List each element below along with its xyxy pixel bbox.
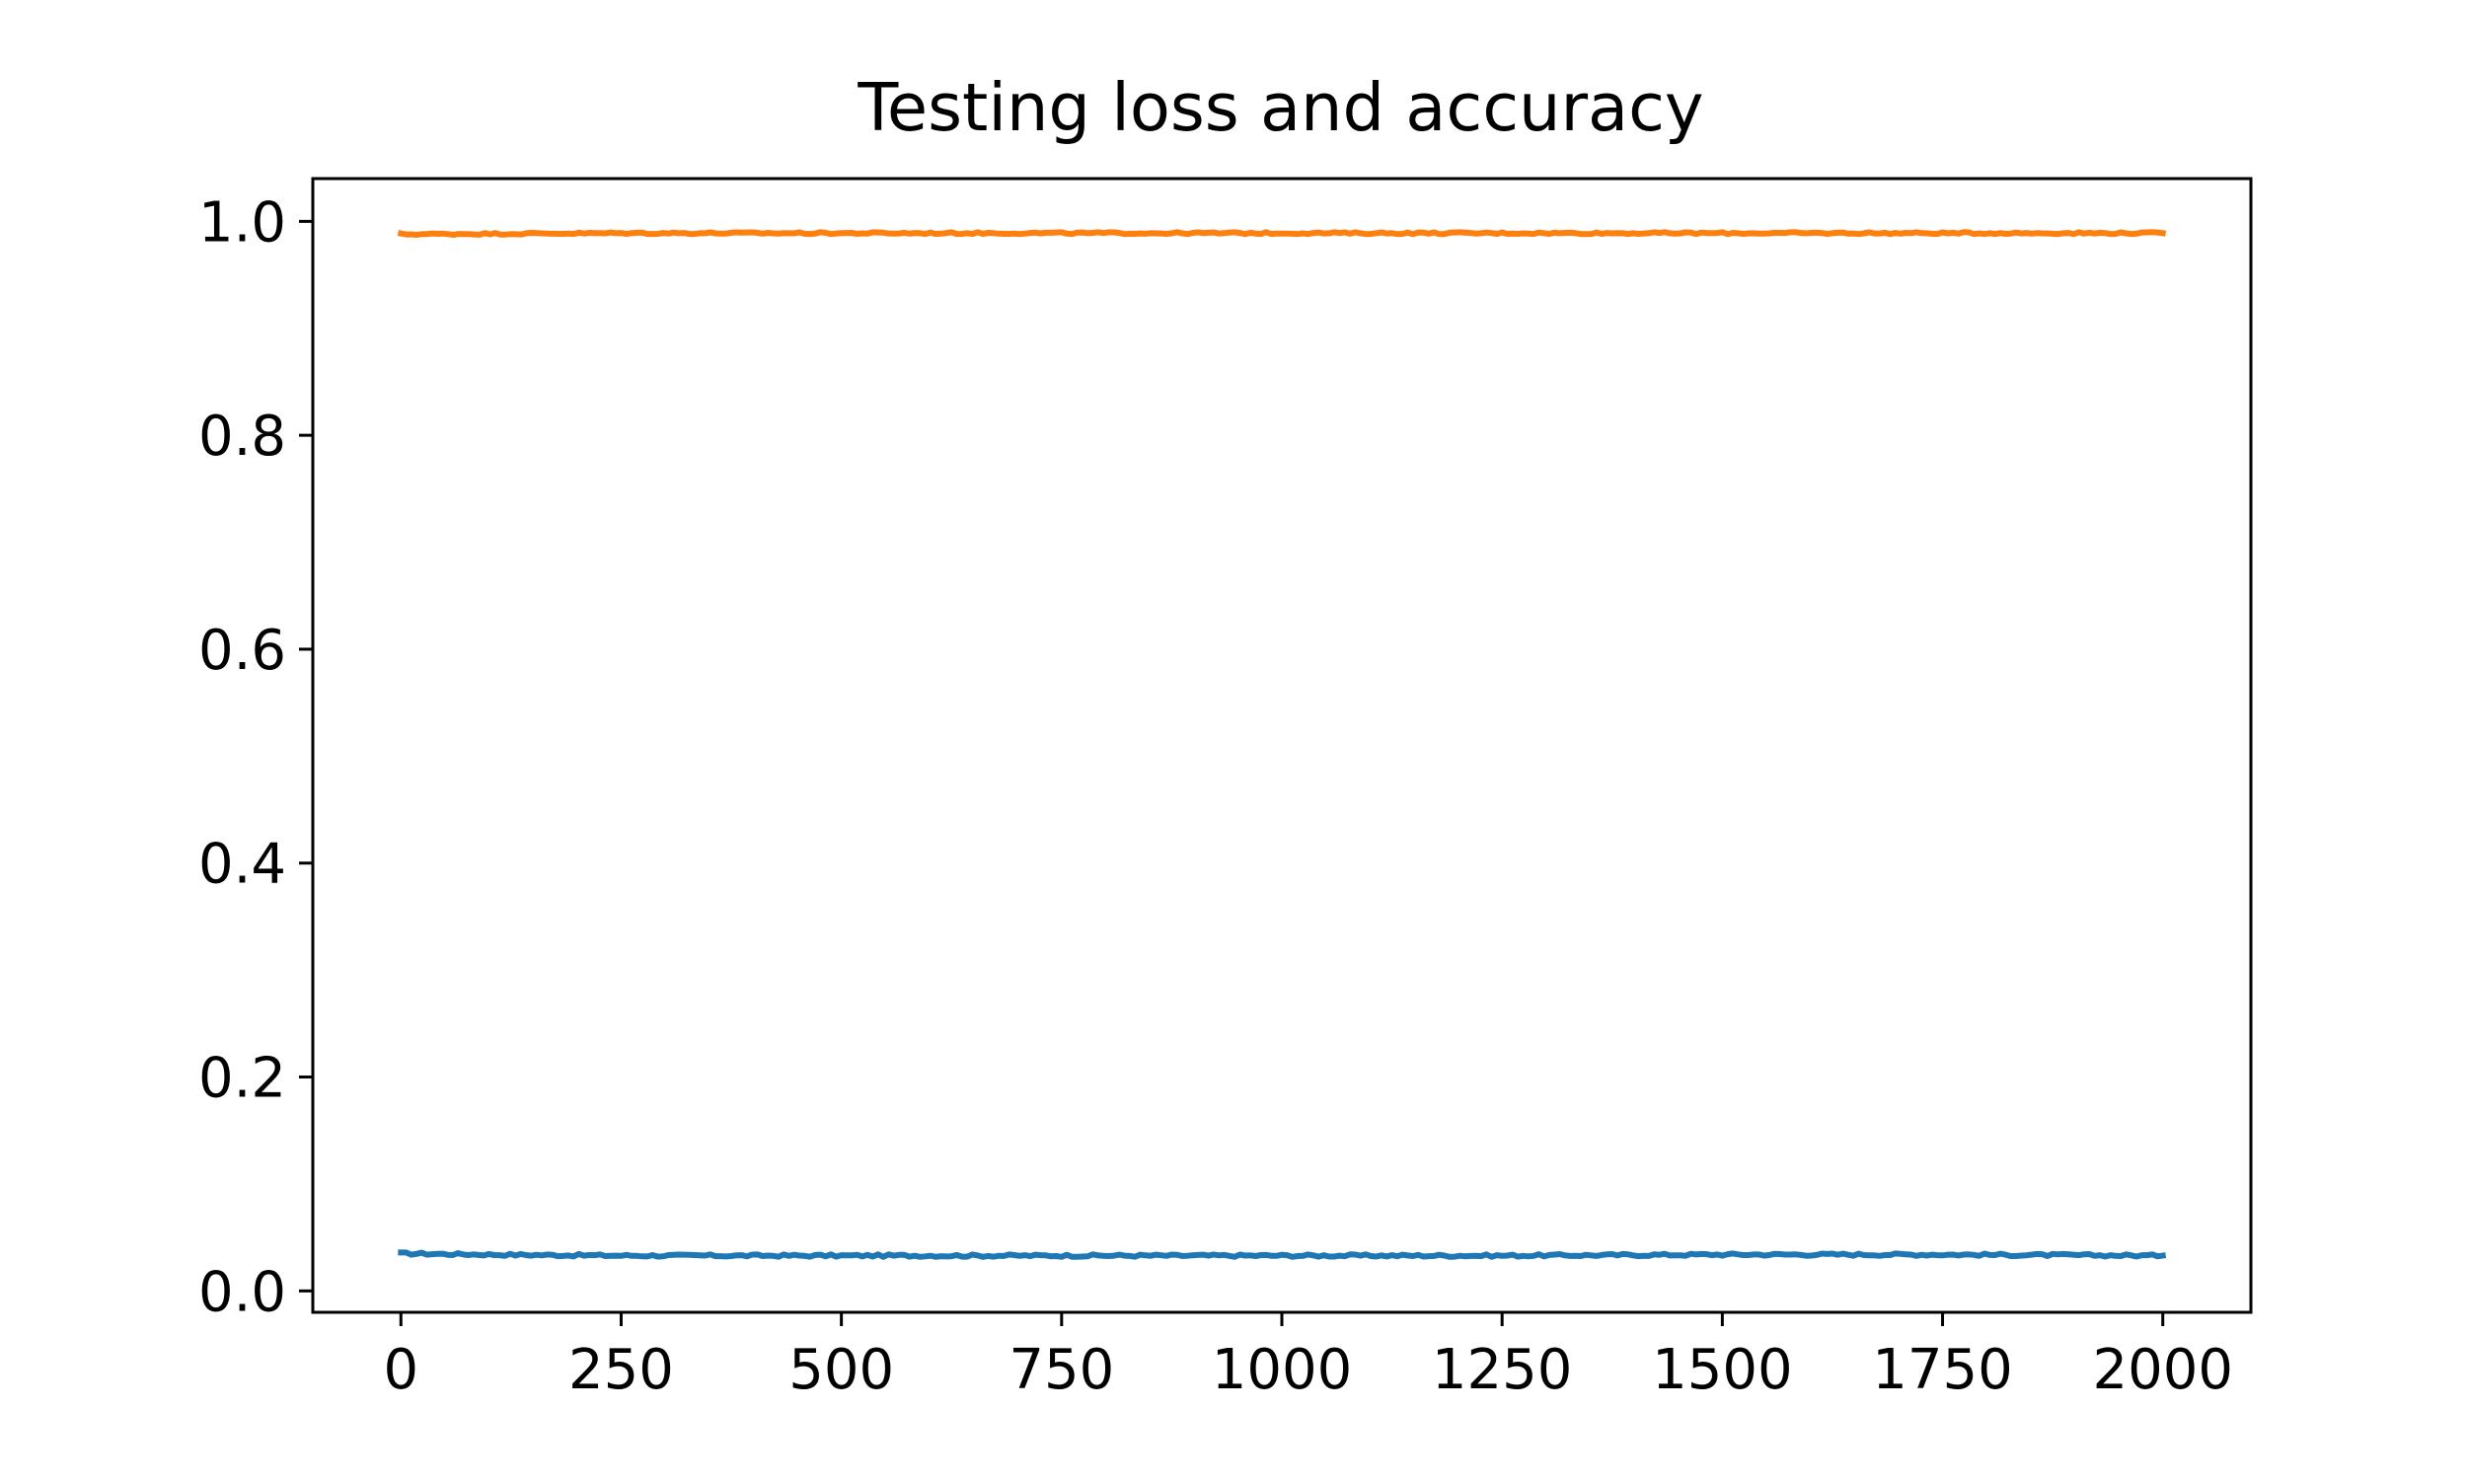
series-line-1 bbox=[398, 1249, 2167, 1260]
series-line-2 bbox=[397, 229, 2167, 238]
x-tick-label: 0 bbox=[383, 1338, 418, 1402]
y-tick-label: 1.0 bbox=[198, 190, 286, 255]
y-tick-label: 0.6 bbox=[198, 619, 286, 683]
y-tick-label: 0.2 bbox=[198, 1047, 286, 1111]
x-tick-label: 500 bbox=[788, 1338, 894, 1402]
y-tick-label: 0.0 bbox=[198, 1260, 286, 1324]
y-tick-label: 0.8 bbox=[198, 405, 286, 469]
x-tick-label: 750 bbox=[1009, 1338, 1114, 1402]
plot-area bbox=[397, 229, 2167, 1260]
x-tick-label: 2000 bbox=[2092, 1338, 2233, 1402]
x-tick-label: 250 bbox=[568, 1338, 674, 1402]
y-tick-label: 0.4 bbox=[198, 833, 286, 897]
x-tick-label: 1750 bbox=[1872, 1338, 2013, 1402]
x-tick-label: 1000 bbox=[1212, 1338, 1353, 1402]
y-axis: 0.0 0.2 0.4 0.6 0.8 1.0 bbox=[198, 190, 313, 1324]
x-axis: 0 250 500 750 1000 1250 1500 1750 2000 bbox=[383, 1312, 2233, 1402]
x-tick-label: 1500 bbox=[1652, 1338, 1793, 1402]
chart-title: Testing loss and accuracy bbox=[857, 69, 1703, 146]
x-tick-label: 1250 bbox=[1432, 1338, 1573, 1402]
axes-frame bbox=[311, 177, 2253, 1314]
